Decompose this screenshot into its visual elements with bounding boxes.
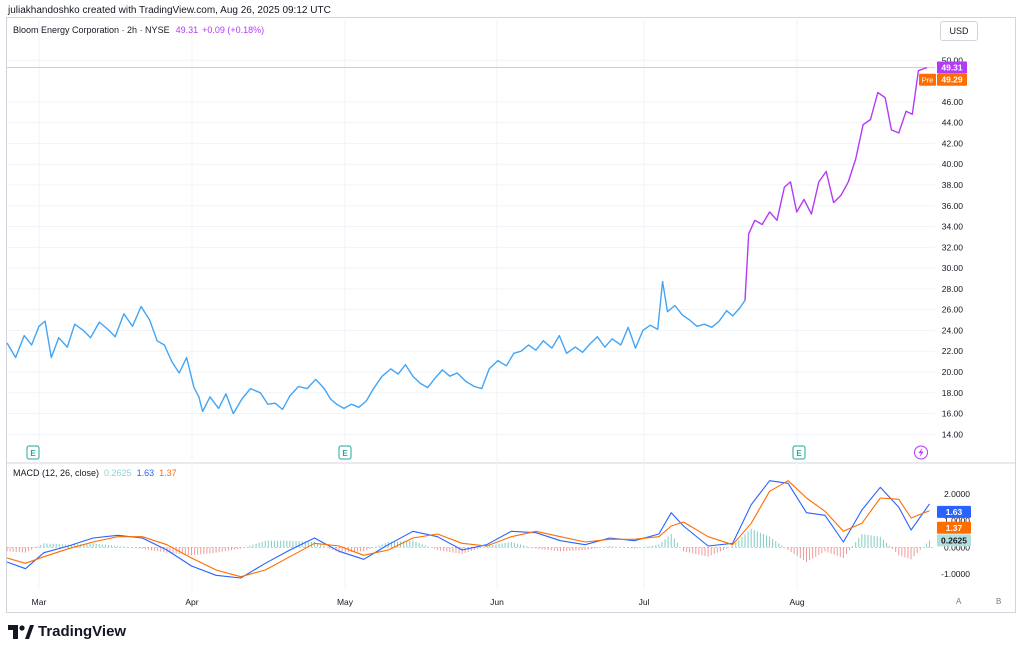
symbol-legend[interactable]: Bloom Energy Corporation · 2h · NYSE 49.3… <box>13 25 264 35</box>
tradingview-logo-icon <box>8 624 34 639</box>
time-axis-tick-label: Jun <box>490 597 504 607</box>
last-price-value: 49.31 <box>175 25 199 35</box>
lightning-event-icon[interactable] <box>914 445 928 460</box>
price-axis-tick-label: 44.00 <box>942 118 964 128</box>
last-price-badge <box>937 61 967 74</box>
earnings-marker-letter: E <box>342 449 348 458</box>
earnings-marker-box <box>792 445 806 460</box>
chart-frame <box>6 17 1016 613</box>
signal-line[interactable] <box>6 480 930 578</box>
premarket-price-badge <box>937 73 967 86</box>
price-axis-tick-label: 32.00 <box>942 242 964 252</box>
price-axis-tick-label: 22.00 <box>942 346 964 356</box>
macd-line[interactable] <box>6 480 930 579</box>
brand-name: TradingView <box>38 623 127 640</box>
macd-line-value: 1.63 <box>136 468 155 478</box>
price-axis-tick-label: 40.00 <box>942 159 964 169</box>
macd-axis-tick-label: 0.0000 <box>944 542 970 552</box>
macd-legend[interactable]: MACD (12, 26, close) 0.2625 1.63 1.37 <box>13 468 177 478</box>
macd-axis-tick-label: 2.0000 <box>944 489 970 499</box>
price-axis-tick-label: 14.00 <box>942 429 964 439</box>
price-series-line-recent[interactable] <box>744 66 928 301</box>
earnings-marker-box <box>26 445 40 460</box>
macd-signal-value: 1.37 <box>159 468 177 478</box>
earnings-marker-icon[interactable]: E <box>792 445 806 460</box>
price-change-value: +0.09 (+0.18%) <box>202 25 265 35</box>
macd-macd-badge-text: 1.63 <box>946 507 963 517</box>
time-axis-tick-label: Apr <box>185 597 198 607</box>
lightning-bolt <box>918 447 924 458</box>
price-axis-tick-label: 36.00 <box>942 201 964 211</box>
currency-button[interactable]: USD <box>940 21 978 41</box>
price-axis-tick-label: 20.00 <box>942 367 964 377</box>
auto-scale-button[interactable]: A <box>956 597 962 606</box>
price-axis-tick-label: 26.00 <box>942 305 964 315</box>
premarket-price-badge-text: 49.29 <box>941 75 963 85</box>
time-axis-tick-label: Aug <box>789 597 804 607</box>
price-axis-tick-label: 38.00 <box>942 180 964 190</box>
last-price-badge-text: 49.31 <box>941 62 963 72</box>
macd-histogram-value: 0.2625 <box>104 468 132 478</box>
time-axis-tick-label: Jul <box>639 597 650 607</box>
price-axis-tick-label: 16.00 <box>942 409 964 419</box>
earnings-marker-letter: E <box>796 449 802 458</box>
macd-axis-tick-label: 1.0000 <box>944 516 970 526</box>
macd-macd-badge <box>937 505 971 518</box>
earnings-marker-letter: E <box>30 449 36 458</box>
price-axis-tick-label: 18.00 <box>942 388 964 398</box>
chart-credit: juliakhandoshko created with TradingView… <box>8 5 331 16</box>
tradingview-logo: TradingView <box>8 623 126 640</box>
price-axis-tick-label: 24.00 <box>942 325 964 335</box>
earnings-marker-icon[interactable]: E <box>26 445 40 460</box>
price-axis-tick-label: 42.00 <box>942 138 964 148</box>
price-axis-tick-label: 46.00 <box>942 97 964 107</box>
earnings-marker-icon[interactable]: E <box>338 445 352 460</box>
macd-histogram-badge <box>937 534 971 547</box>
premarket-tag-text: Pre <box>922 76 934 85</box>
macd-title: MACD (12, 26, close) <box>13 468 100 478</box>
earnings-marker-box <box>338 445 352 460</box>
price-axis-tick-label: 30.00 <box>942 263 964 273</box>
macd-histogram-badge-text: 0.2625 <box>941 535 967 545</box>
symbol-title: Bloom Energy Corporation · 2h · NYSE <box>13 25 170 35</box>
macd-signal-badge-text: 1.37 <box>946 523 963 533</box>
price-axis-tick-label: 28.00 <box>942 284 964 294</box>
macd-signal-badge <box>937 521 971 534</box>
price-axis-tick-label: 34.00 <box>942 222 964 232</box>
price-axis-tick-label: 50.00 <box>942 55 964 65</box>
macd-axis-tick-label: -1.0000 <box>941 569 970 579</box>
price-series-line[interactable] <box>6 280 746 415</box>
time-axis-tick-label: Mar <box>32 597 47 607</box>
scale-b-button[interactable]: B <box>996 597 1002 606</box>
premarket-tag <box>919 73 936 86</box>
time-axis-tick-label: May <box>337 597 354 607</box>
